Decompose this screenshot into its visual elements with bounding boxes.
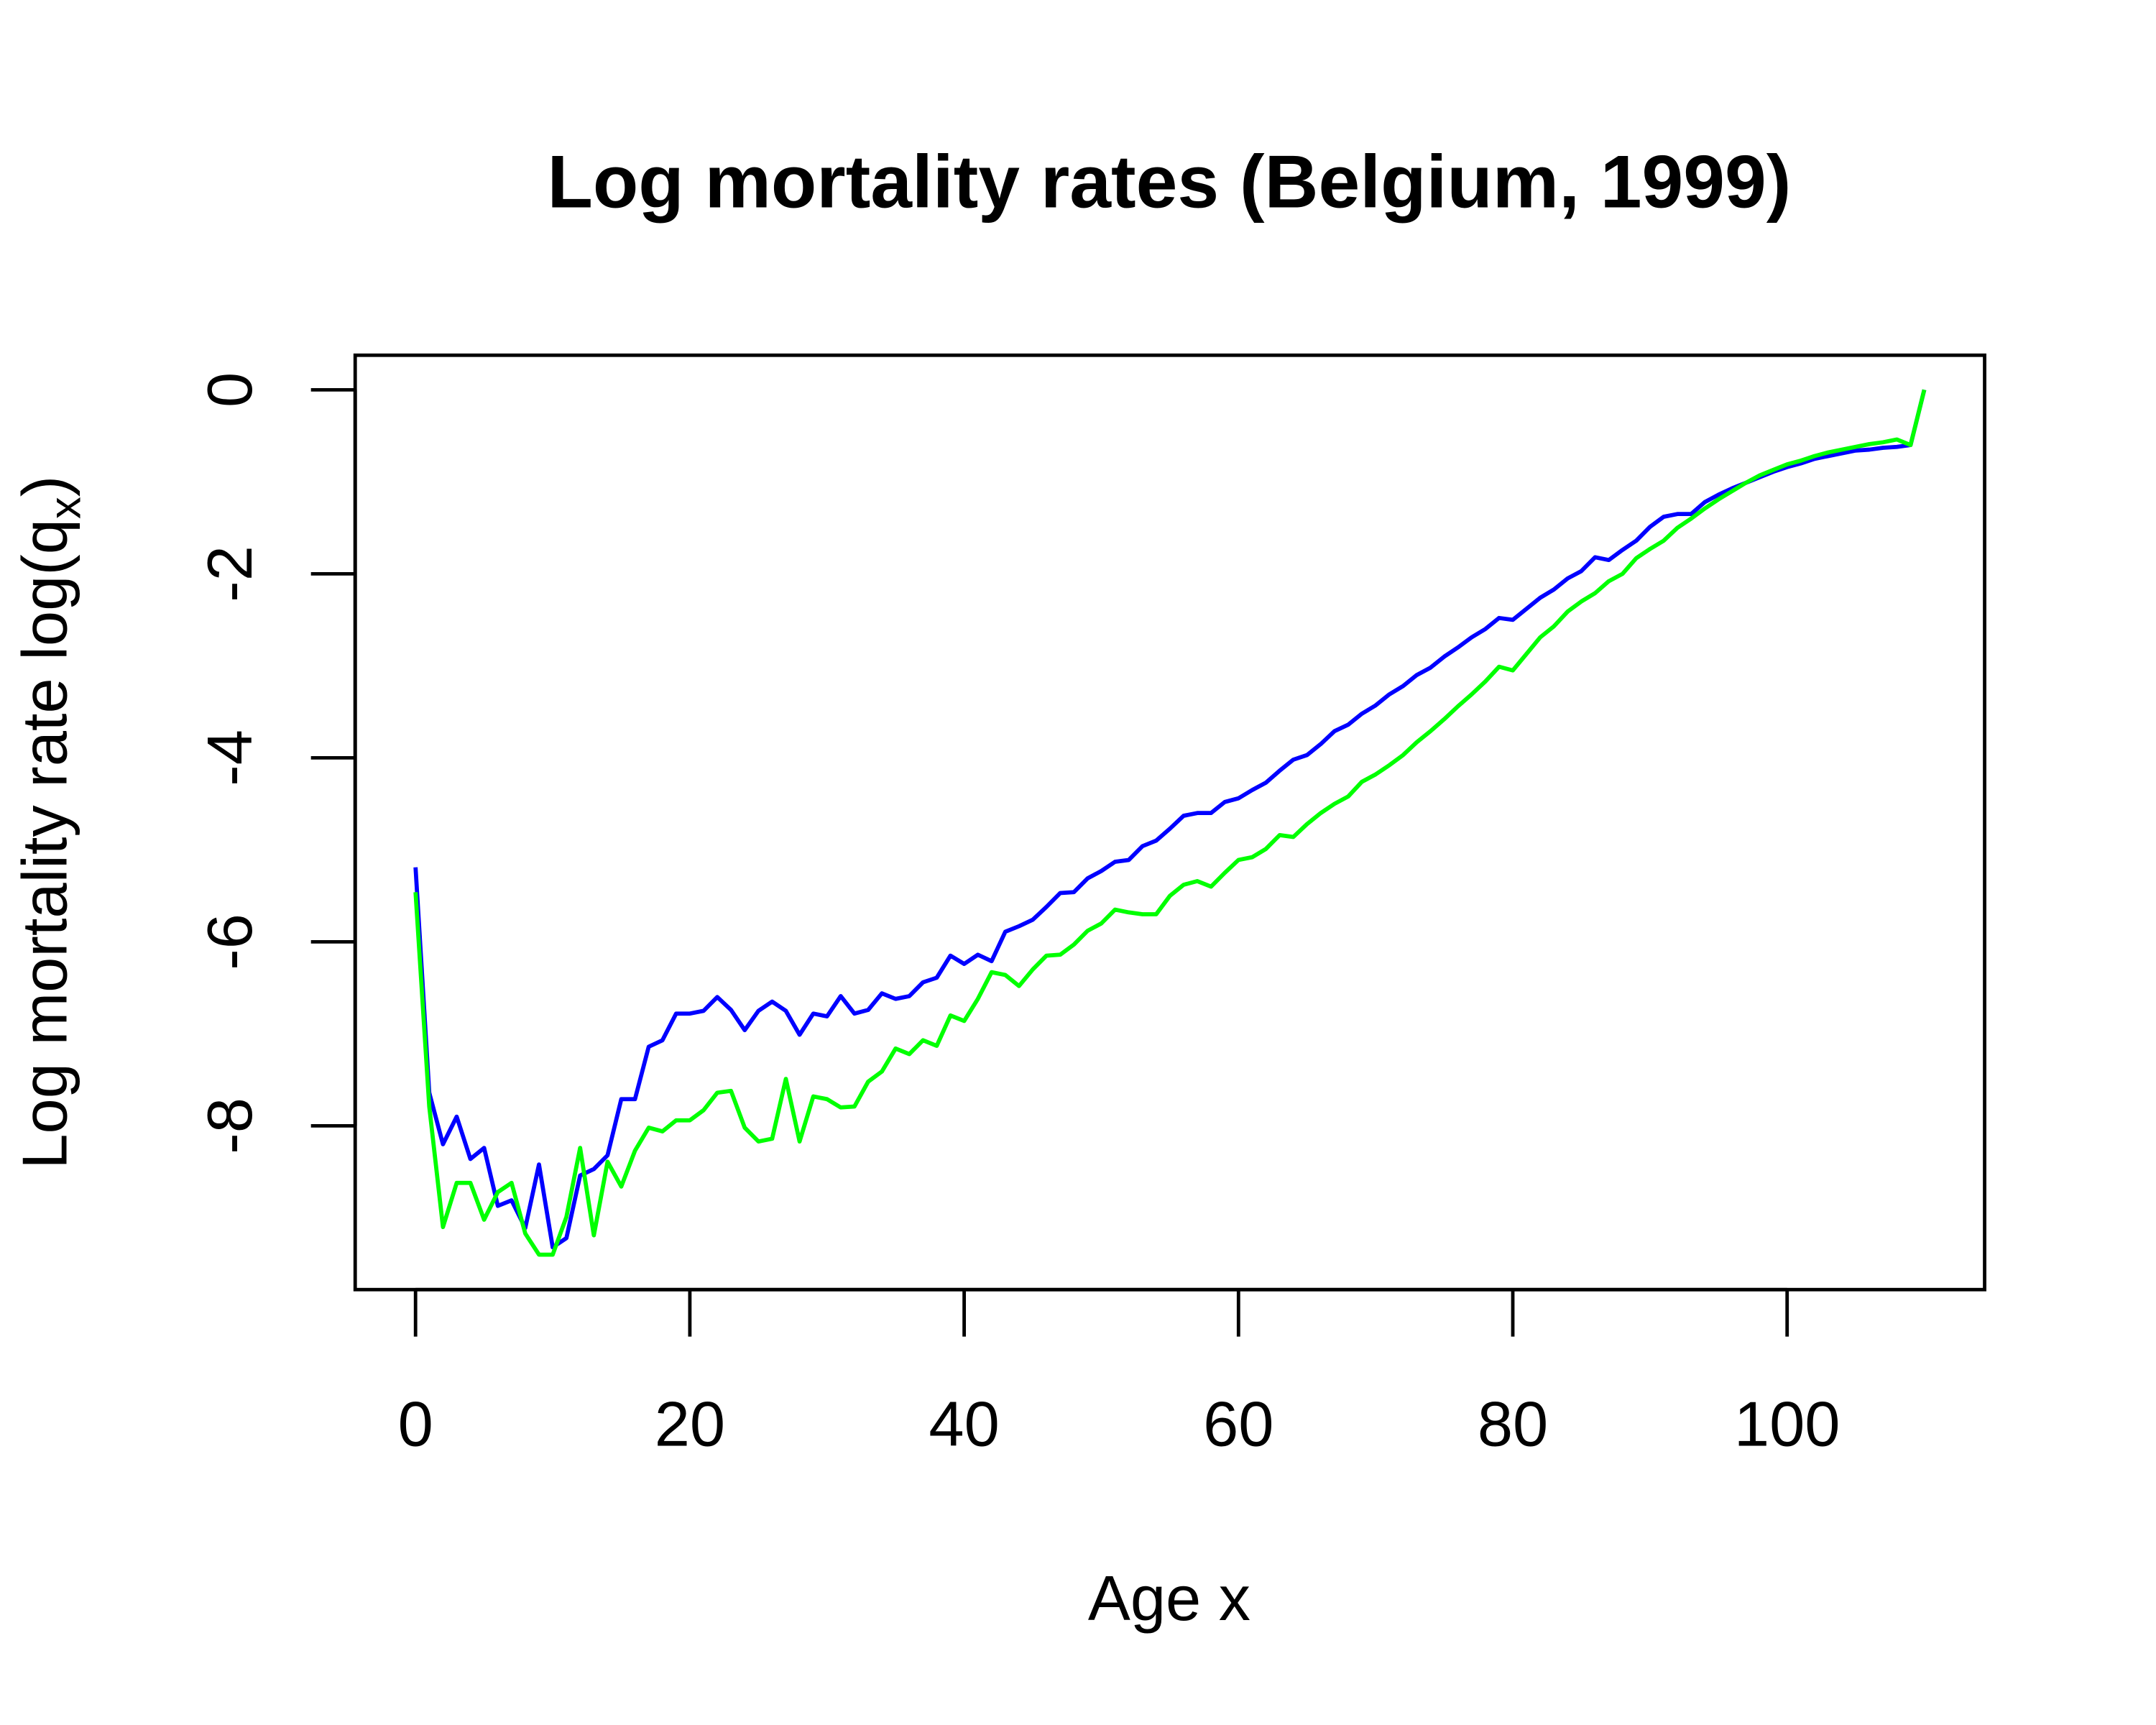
y-axis-title-subscript: x (41, 497, 91, 519)
y-axis-title: Log mortality rate log(qx) (9, 476, 90, 1169)
x-tick-label: 20 (655, 1389, 725, 1460)
y-tick-label: -4 (194, 730, 265, 786)
x-tick-label: 80 (1478, 1389, 1548, 1460)
y-tick-label: -8 (194, 1098, 265, 1154)
x-tick-label: 60 (1203, 1389, 1273, 1460)
plot-frame (353, 353, 1986, 1292)
y-axis-title-part: ) (9, 476, 80, 497)
y-tick-label: -6 (194, 914, 265, 970)
data-line (413, 389, 1927, 1250)
x-tick-label: 0 (398, 1389, 433, 1460)
y-tick-label: -2 (194, 546, 265, 602)
x-axis-title: Age x (1088, 1563, 1250, 1634)
y-axis-title-part: Log mortality rate log(q (9, 519, 80, 1169)
chart-title: Log mortality rates (Belgium, 1999) (547, 140, 1791, 224)
x-tick-label: 40 (929, 1389, 999, 1460)
y-tick-label: 0 (194, 372, 265, 408)
x-tick-label: 100 (1734, 1389, 1841, 1460)
data-line (413, 389, 1927, 1257)
